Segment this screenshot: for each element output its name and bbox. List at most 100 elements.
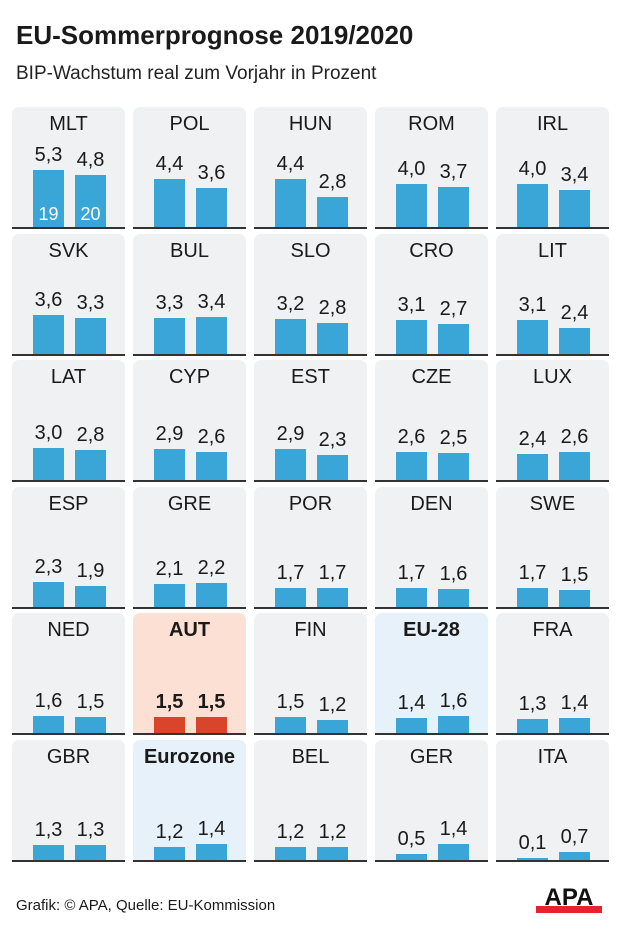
panel-aut: AUT 1,5 1,5 [133,613,246,735]
bar-20 [438,844,469,860]
panel-label: MLT [49,113,88,135]
bar-19 [154,179,185,227]
bar-20 [559,590,590,607]
bar-19 [275,716,306,733]
panel-cro: CRO 3,1 2,7 [375,233,488,356]
value-label: 1,4 [560,691,589,714]
panel-label: EU-28 [403,619,460,641]
bar-20 [559,851,590,860]
panel-por: POR 1,7 1,7 [254,486,367,609]
bar-19 [517,858,548,860]
bar-19 [33,447,64,480]
bar-20 [438,453,469,480]
bar-20 [438,187,469,227]
value-label: 1,6 [34,689,63,712]
value-label: 4,0 [397,157,426,180]
panel-irl: IRL 4,0 3,4 [496,107,609,229]
bar-19 [33,845,64,860]
bar-20 [196,844,227,860]
panel-label: Eurozone [143,745,236,768]
panel-label: LIT [538,239,567,262]
panel-gre: GRE 2,1 2,2 [133,486,246,609]
bar-20 [196,582,227,607]
value-label: 1,5 [197,690,226,713]
bar-19 [33,169,64,227]
bar-19 [517,454,548,480]
value-label: 2,5 [439,427,468,449]
value-label: 1,7 [397,562,426,585]
value-label: 1,7 [276,562,305,585]
bar-20 [559,327,590,354]
value-label: 4,4 [155,153,184,176]
value-label: 2,6 [197,425,226,448]
value-label: 1,3 [76,819,105,842]
value-label: 3,6 [34,288,63,311]
value-label: 3,6 [197,162,226,185]
bar-20 [317,323,348,354]
year-label: 19 [38,204,59,224]
panel-label: NED [47,619,90,641]
bar-19 [275,179,306,227]
panel-label: GRE [167,492,212,515]
panel-cze: CZE 2,6 2,5 [375,360,488,482]
value-label: 2,9 [276,422,305,445]
panel-label: SLO [290,239,331,262]
panel-ita: ITA 0,1 0,7 [496,739,609,862]
bar-20 [75,585,106,607]
panel-lat: LAT 3,0 2,8 [12,360,125,482]
bar-19 [275,846,306,860]
bar-19 [154,583,185,607]
value-label: 1,2 [318,694,347,717]
value-label: 3,4 [197,290,226,313]
panel-svk: SVK 3,6 3,3 [12,233,125,356]
bar-20 [317,846,348,860]
value-label: 2,6 [560,425,589,448]
panel-label: BEL [291,745,330,768]
panel-est: EST 2,9 2,3 [254,360,367,482]
bar-20 [317,720,348,733]
value-label: 2,6 [397,425,426,448]
bar-19 [396,183,427,227]
value-label: 1,6 [439,689,468,712]
panel-den: DEN 1,7 1,6 [375,486,488,609]
value-label: 2,2 [197,556,226,579]
value-label: 4,0 [518,157,547,180]
value-label: 1,9 [76,559,105,582]
panel-label: SVK [48,239,89,262]
bar-19 [396,320,427,354]
value-label: 2,4 [560,301,589,324]
bar-20 [317,196,348,227]
panel-lux: LUX 2,4 2,6 [496,360,609,482]
value-label: 2,1 [155,557,184,580]
panel-label: IRL [536,113,569,135]
value-label: 3,3 [76,291,105,314]
panel-slo: SLO 3,2 2,8 [254,233,367,356]
bar-19 [275,448,306,480]
value-label: 1,4 [397,691,426,714]
panel-eu-28: EU-28 1,4 1,6 [375,613,488,735]
panel-label: EST [291,366,330,388]
value-label: 2,4 [518,428,547,451]
value-label: 1,2 [276,820,305,843]
chart-subtitle: BIP-Wachstum real zum Vorjahr in Prozent [16,63,377,84]
value-label: 3,0 [34,421,63,444]
panel-label: ITA [537,745,568,768]
bar-19 [396,588,427,607]
value-label: 1,2 [318,820,347,843]
panel-mlt: MLT 5,3 19 4,8 20 [12,107,125,229]
value-label: 1,2 [155,820,184,843]
value-label: 0,1 [518,832,547,855]
value-label: 2,9 [155,422,184,445]
panel-bel: BEL 1,2 1,2 [254,739,367,862]
value-label: 1,6 [439,563,468,586]
panel-label: ROM [408,113,455,135]
bar-19 [517,320,548,354]
panel-swe: SWE 1,7 1,5 [496,486,609,609]
bar-20 [559,190,590,227]
bar-20 [438,324,469,354]
value-label: 1,7 [318,562,347,585]
bar-20 [196,716,227,733]
bar-19 [396,451,427,480]
panel-label: LAT [50,366,87,388]
value-label: 4,8 [76,149,105,172]
